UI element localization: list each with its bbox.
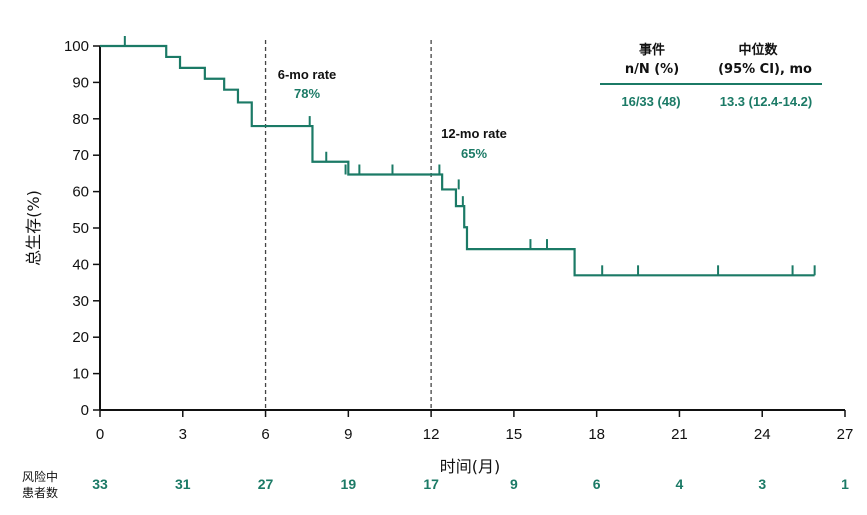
y-tick-label: 90 (72, 74, 89, 91)
risk-count: 1 (841, 476, 849, 492)
risk-count: 27 (258, 476, 274, 492)
x-tick-label: 15 (506, 426, 523, 443)
y-tick-label: 0 (81, 402, 89, 419)
summary-col2-value: 13.3 (12.4-14.2) (720, 94, 813, 109)
x-axis-title: 时间(月) (440, 457, 501, 476)
x-axis-ticks: 0 3 6 9 12 15 18 21 24 27 (96, 410, 854, 443)
summary-col2-header-2: (95% CI), mo (718, 62, 812, 77)
x-tick-label: 6 (261, 426, 269, 443)
x-tick-label: 21 (671, 426, 688, 443)
x-tick-label: 9 (344, 426, 352, 443)
risk-counts: 33 31 27 19 17 9 6 4 3 1 (92, 476, 849, 492)
x-tick-label: 24 (754, 426, 771, 443)
x-tick-label: 27 (837, 426, 854, 443)
x-tick-label: 0 (96, 426, 104, 443)
summary-col1-value: 16/33 (48) (621, 94, 680, 109)
risk-title-1: 风险中 (22, 469, 58, 484)
y-tick-label: 10 (72, 366, 89, 383)
risk-count: 3 (758, 476, 766, 492)
risk-count: 31 (175, 476, 191, 492)
ann-12mo-label: 12-mo rate (441, 126, 507, 141)
y-axis-title: 总生存(%) (24, 190, 43, 266)
y-tick-label: 50 (72, 220, 89, 237)
y-tick-label: 70 (72, 147, 89, 164)
risk-count: 19 (341, 476, 357, 492)
y-tick-label: 30 (72, 293, 89, 310)
y-tick-label: 80 (72, 111, 89, 128)
risk-count: 33 (92, 476, 108, 492)
summary-col1-header-1: 事件 (639, 42, 665, 58)
x-tick-label: 12 (423, 426, 440, 443)
risk-count: 17 (423, 476, 439, 492)
summary-col2-header-1: 中位数 (738, 42, 778, 58)
x-tick-label: 3 (179, 426, 187, 443)
risk-count: 9 (510, 476, 518, 492)
summary-col1-header-2: n/N (%) (625, 62, 679, 77)
x-tick-label: 18 (588, 426, 605, 443)
ann-6mo-value: 78% (294, 86, 320, 101)
y-tick-label: 40 (72, 256, 89, 273)
risk-count: 4 (676, 476, 684, 492)
y-tick-label: 20 (72, 329, 89, 346)
ann-12mo-value: 65% (461, 146, 487, 161)
survival-curve (100, 44, 815, 277)
risk-count: 6 (593, 476, 601, 492)
y-tick-label: 100 (64, 38, 89, 55)
y-tick-label: 60 (72, 184, 89, 201)
ann-6mo-label: 6-mo rate (278, 67, 337, 82)
y-axis-ticks: 0 10 20 30 40 50 60 70 80 90 100 (64, 38, 100, 419)
censor-marks (123, 36, 816, 276)
risk-title-2: 患者数 (22, 485, 58, 500)
